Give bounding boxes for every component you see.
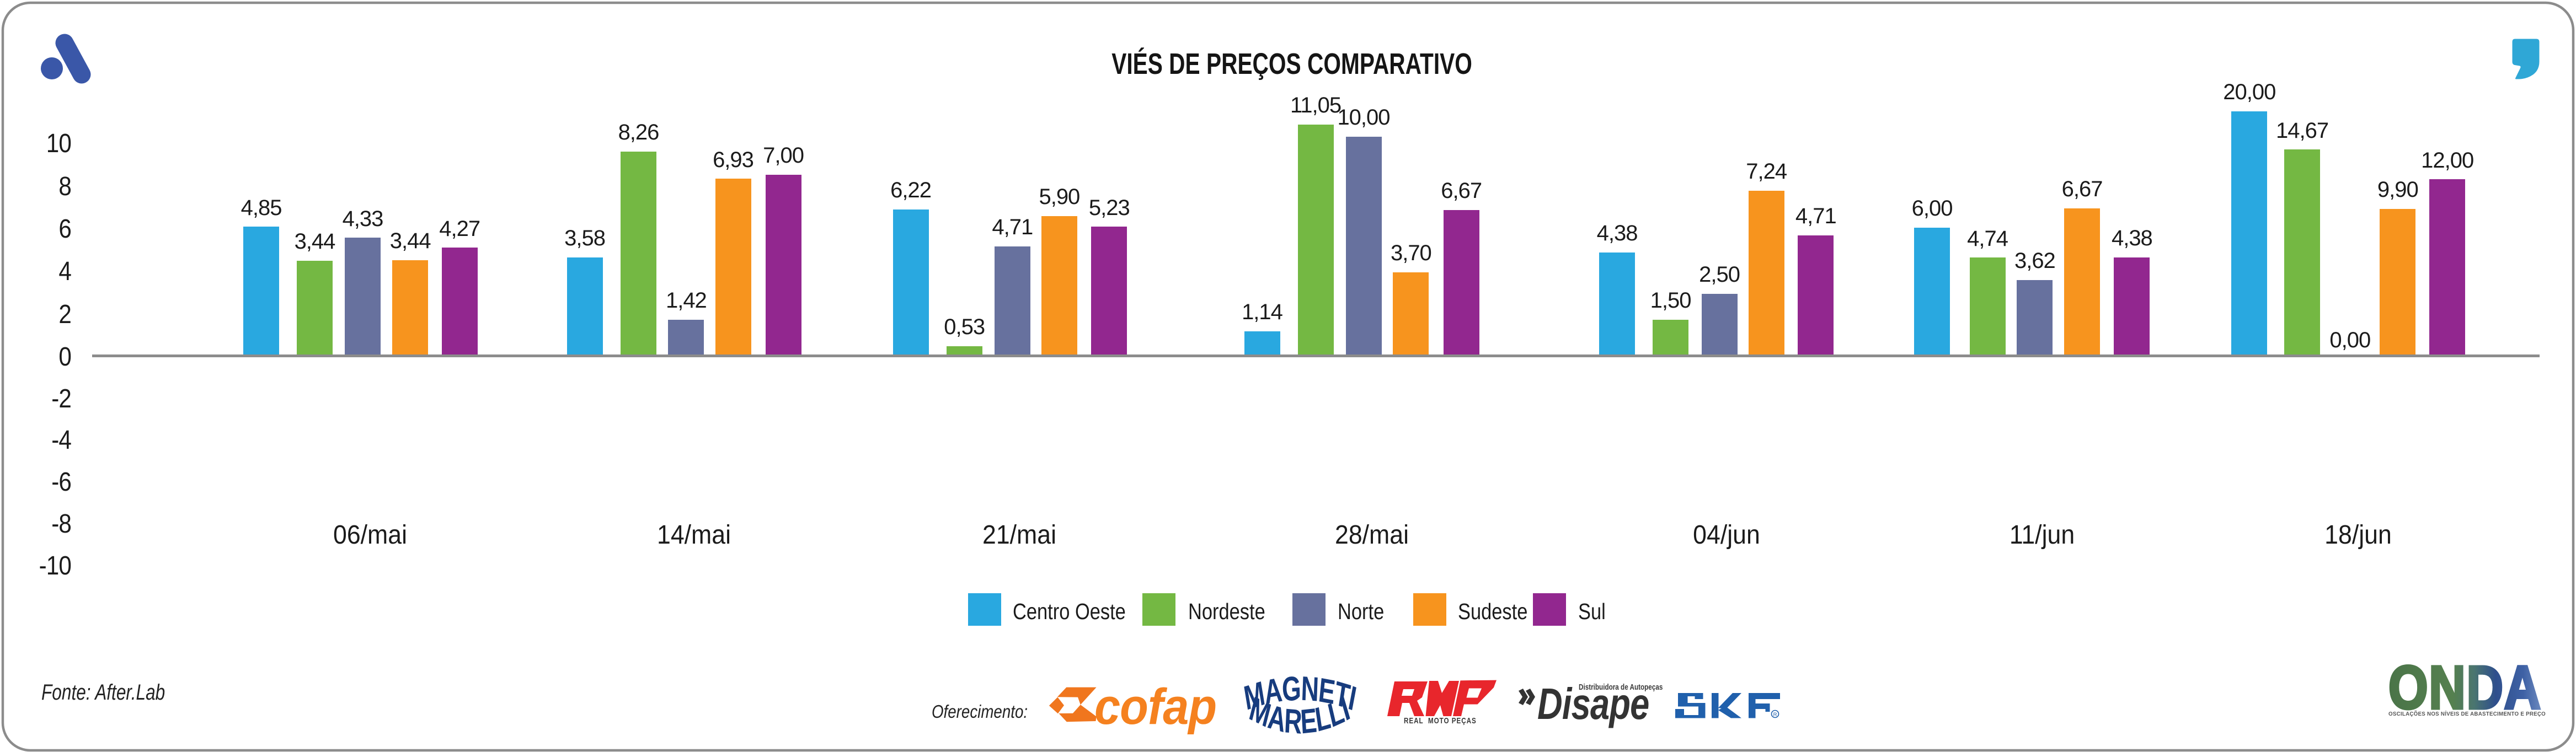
- svg-text:ONDA: ONDA: [2388, 654, 2542, 722]
- svg-text:R: R: [1773, 712, 1777, 718]
